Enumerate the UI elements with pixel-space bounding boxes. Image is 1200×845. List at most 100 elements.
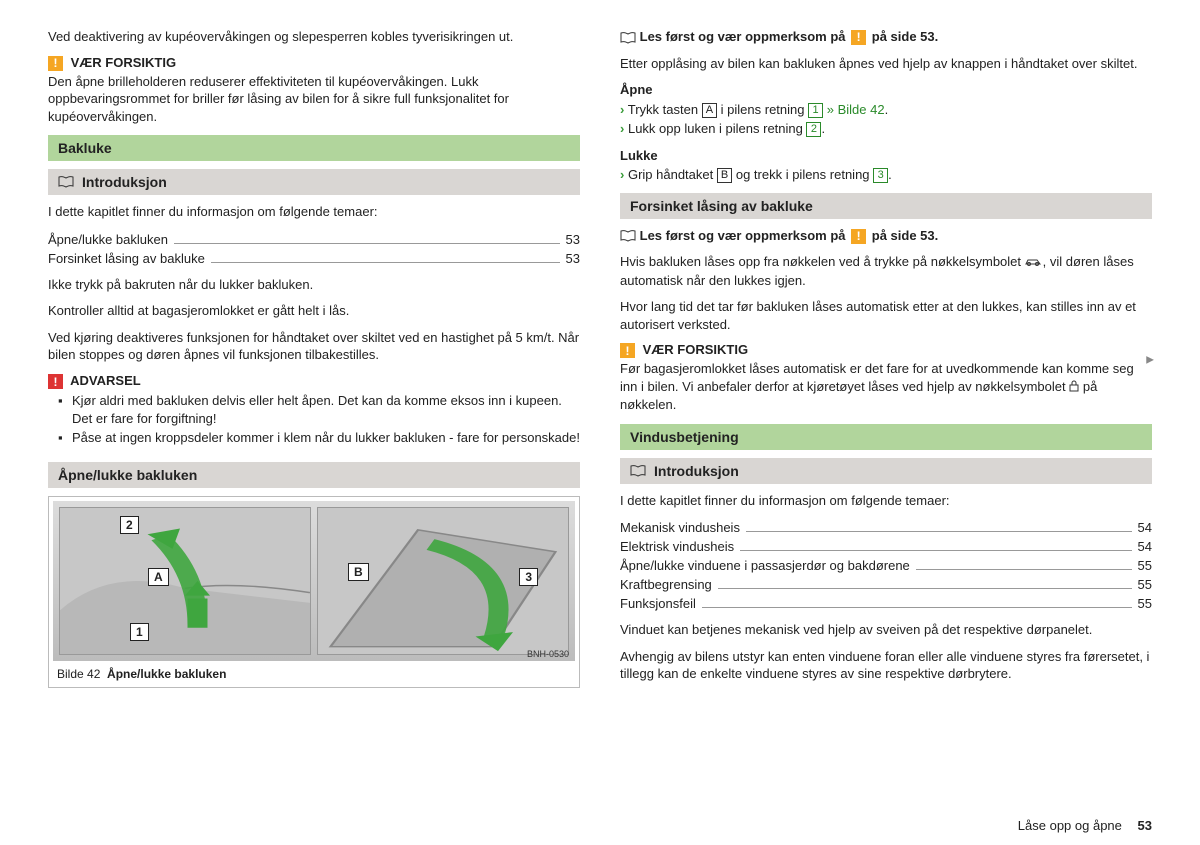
toc-leader	[174, 243, 560, 244]
section-heading: Vindusbetjening	[620, 424, 1152, 450]
car-unlock-icon	[1025, 254, 1043, 272]
paragraph: Kontroller alltid at bagasjeromlokket er…	[48, 302, 580, 320]
toc-page: 55	[1138, 577, 1152, 592]
warning-list: Kjør aldri med bakluken delvis eller hel…	[48, 391, 580, 448]
subheading: Lukke	[620, 148, 658, 163]
right-column: Les først og vær oppmerksom på ! på side…	[620, 28, 1152, 692]
toc-label: Åpne/lukke vinduene i passasjerdør og ba…	[620, 558, 910, 573]
step: › Lukk opp luken i pilens retning 2.	[620, 120, 1152, 138]
lock-icon	[1069, 379, 1079, 397]
toc-page: 54	[1138, 539, 1152, 554]
subsection-heading: Åpne/lukke bakluken	[48, 462, 580, 488]
subheading: Åpne	[620, 82, 653, 97]
crossref-text: Les først og vær oppmerksom på	[640, 228, 846, 243]
caution-label: VÆR FORSIKTIG	[71, 55, 176, 70]
step-text: Grip håndtaket	[628, 167, 713, 182]
subsection-heading: Introduksjon	[48, 169, 580, 195]
page: Ved deaktivering av kupéovervåkingen og …	[48, 28, 1152, 692]
warning-heading: ! ADVARSEL	[48, 373, 580, 389]
list-item: Påse at ingen kroppsdeler kommer i klem …	[62, 428, 580, 448]
toc-label: Mekanisk vindusheis	[620, 520, 740, 535]
caution-body: Den åpne brilleholderen reduserer effekt…	[48, 73, 580, 126]
step-text: Lukk opp luken i pilens retning	[628, 121, 803, 136]
subsection-label: Introduksjon	[82, 174, 167, 190]
arrow-ref-3: 3	[873, 168, 888, 183]
toc-leader	[702, 607, 1132, 608]
figure-badge: 1	[130, 623, 149, 641]
paragraph: I dette kapitlet finner du informasjon o…	[620, 492, 1152, 510]
toc-leader	[916, 569, 1132, 570]
book-icon	[630, 465, 646, 477]
toc-label: Funksjonsfeil	[620, 596, 696, 611]
paragraph: Hvor lang tid det tar før bakluken låses…	[620, 298, 1152, 333]
step-text: Trykk tasten	[628, 102, 698, 117]
cross-ref: Les først og vær oppmerksom på ! på side…	[620, 28, 1152, 46]
toc: Åpne/lukke bakluken 53 Forsinket låsing …	[48, 230, 580, 268]
crossref-text: Les først og vær oppmerksom på	[640, 29, 846, 44]
chevron-icon: ›	[620, 121, 624, 136]
subsection-heading: Introduksjon	[620, 458, 1152, 484]
toc-row: Funksjonsfeil 55	[620, 594, 1152, 613]
subsection-heading: Forsinket låsing av bakluke	[620, 193, 1152, 219]
toc-leader	[211, 262, 560, 263]
footer-section: Låse opp og åpne	[1018, 818, 1122, 833]
toc-row: Åpne/lukke vinduene i passasjerdør og ba…	[620, 556, 1152, 575]
step-text: i pilens retning	[721, 102, 805, 117]
caption-text: Åpne/lukke bakluken	[107, 667, 226, 681]
warning-icon: !	[48, 56, 63, 71]
toc-page: 53	[566, 251, 580, 266]
book-icon	[620, 230, 636, 242]
paragraph: Ved kjøring deaktiveres funksjonen for h…	[48, 329, 580, 364]
figure-panel-left: 2 A 1	[59, 507, 311, 655]
figure-panel-right: B 3	[317, 507, 569, 655]
warning-icon: !	[851, 229, 866, 244]
figure-badge: B	[348, 563, 369, 581]
toc-row: Kraftbegrensing 55	[620, 575, 1152, 594]
figure-link: » Bilde 42	[827, 102, 885, 117]
book-icon	[58, 176, 74, 188]
toc-page: 55	[1138, 596, 1152, 611]
toc-row: Forsinket låsing av bakluke 53	[48, 249, 580, 268]
figure-code: BNH-0530	[527, 649, 569, 659]
step-text: og trekk i pilens retning	[736, 167, 870, 182]
toc-page: 55	[1138, 558, 1152, 573]
chevron-icon: ›	[620, 102, 624, 117]
toc-page: 54	[1138, 520, 1152, 535]
warning-label: ADVARSEL	[70, 373, 141, 388]
continuation-icon: ▶	[1146, 355, 1154, 366]
arrow-ref-1: 1	[808, 103, 823, 118]
key-ref-a: A	[702, 103, 717, 118]
warning-icon: !	[851, 30, 866, 45]
toc-label: Elektrisk vindusheis	[620, 539, 734, 554]
caution-label: VÆR FORSIKTIG	[643, 342, 748, 357]
figure-caption: Bilde 42 Åpne/lukke bakluken	[53, 661, 575, 683]
step: › Trykk tasten A i pilens retning 1 » Bi…	[620, 101, 1152, 119]
toc-leader	[746, 531, 1132, 532]
left-column: Ved deaktivering av kupéovervåkingen og …	[48, 28, 580, 692]
list-item: Kjør aldri med bakluken delvis eller hel…	[62, 391, 580, 428]
warning-icon: !	[620, 343, 635, 358]
caution-heading: ! VÆR FORSIKTIG	[48, 55, 580, 71]
toc-row: Elektrisk vindusheis 54	[620, 537, 1152, 556]
page-number: 53	[1138, 818, 1152, 833]
toc-leader	[740, 550, 1131, 551]
page-footer: Låse opp og åpne 53	[1018, 818, 1152, 833]
key-ref-b: B	[717, 168, 732, 183]
text: Før bagasjeromlokket låses automatisk er…	[620, 361, 1134, 394]
toc-row: Åpne/lukke bakluken 53	[48, 230, 580, 249]
paragraph: Ved deaktivering av kupéovervåkingen og …	[48, 28, 580, 46]
arrow-ref-2: 2	[806, 122, 821, 137]
figure-image: 2 A 1 B 3 BNH-0530	[53, 501, 575, 661]
caution-heading: ! VÆR FORSIKTIG	[620, 342, 1152, 358]
toc-row: Mekanisk vindusheis 54	[620, 518, 1152, 537]
caption-prefix: Bilde 42	[57, 667, 100, 681]
paragraph: Ikke trykk på bakruten når du lukker bak…	[48, 276, 580, 294]
cross-ref: Les først og vær oppmerksom på ! på side…	[620, 227, 1152, 245]
toc: Mekanisk vindusheis 54 Elektrisk vindushe…	[620, 518, 1152, 613]
toc-page: 53	[566, 232, 580, 247]
step: › Grip håndtaket B og trekk i pilens ret…	[620, 166, 1152, 184]
paragraph: I dette kapitlet finner du informasjon o…	[48, 203, 580, 221]
toc-label: Kraftbegrensing	[620, 577, 712, 592]
text: Hvis bakluken låses opp fra nøkkelen ved…	[620, 254, 1021, 269]
subsection-label: Introduksjon	[654, 463, 739, 479]
